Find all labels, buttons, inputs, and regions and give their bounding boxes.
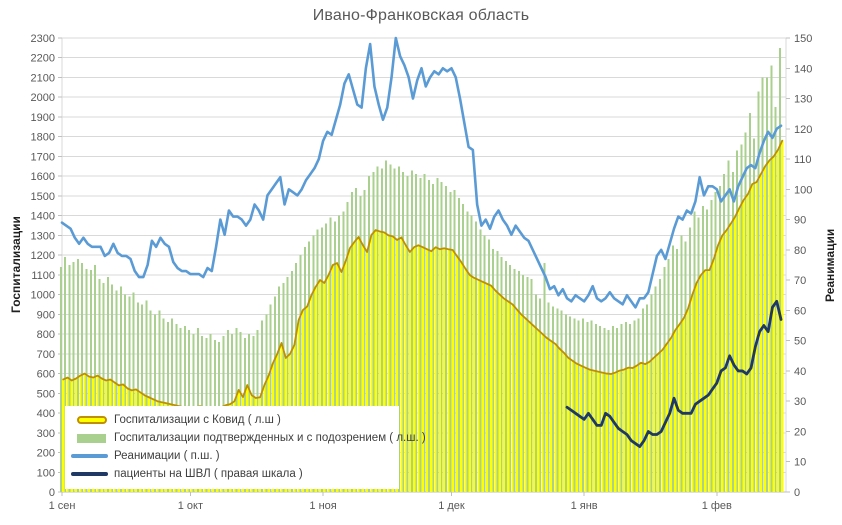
- svg-text:20: 20: [794, 426, 806, 438]
- svg-text:800: 800: [37, 329, 55, 341]
- blue-line-swatch-icon: [71, 454, 111, 458]
- svg-text:80: 80: [794, 245, 806, 257]
- legend-label: Госпитализации с Ковид ( л.ш ): [114, 414, 281, 426]
- svg-text:140: 140: [794, 63, 812, 75]
- legend-label: пациенты на ШВЛ ( правая шкала ): [114, 468, 303, 480]
- svg-text:2100: 2100: [31, 72, 55, 84]
- svg-text:0: 0: [49, 487, 55, 499]
- svg-text:1800: 1800: [31, 132, 55, 144]
- svg-text:50: 50: [794, 336, 806, 348]
- yellow-bar-swatch-icon: [71, 416, 111, 424]
- svg-text:130: 130: [794, 94, 812, 106]
- svg-text:1600: 1600: [31, 171, 55, 183]
- svg-text:2000: 2000: [31, 92, 55, 104]
- chart-title: Ивано-Франковская область: [312, 7, 530, 24]
- svg-text:300: 300: [37, 428, 55, 440]
- svg-text:1 окт: 1 окт: [178, 500, 203, 512]
- svg-text:500: 500: [37, 388, 55, 400]
- svg-text:1100: 1100: [31, 270, 55, 282]
- svg-text:1 фев: 1 фев: [702, 500, 732, 512]
- legend: Госпитализации с Ковид ( л.ш ) Госпитали…: [65, 406, 426, 489]
- svg-text:1500: 1500: [31, 191, 55, 203]
- svg-text:60: 60: [794, 305, 806, 317]
- svg-text:200: 200: [37, 448, 55, 460]
- legend-label: Госпитализации подтвержденных и с подозр…: [114, 432, 426, 444]
- svg-text:1300: 1300: [31, 230, 55, 242]
- svg-text:120: 120: [794, 124, 812, 136]
- svg-text:110: 110: [794, 154, 812, 166]
- svg-text:100: 100: [37, 467, 55, 479]
- legend-item-covid-hospitalizations: Госпитализации с Ковид ( л.ш ): [71, 411, 393, 429]
- svg-text:2200: 2200: [31, 53, 55, 65]
- svg-text:1 дек: 1 дек: [438, 500, 465, 512]
- svg-text:70: 70: [794, 275, 806, 287]
- svg-text:1000: 1000: [31, 290, 55, 302]
- svg-text:1900: 1900: [31, 112, 55, 124]
- svg-text:1400: 1400: [31, 211, 55, 223]
- svg-text:400: 400: [37, 408, 55, 420]
- svg-text:150: 150: [794, 33, 812, 45]
- green-bar-swatch-icon: [71, 433, 111, 443]
- svg-text:0: 0: [794, 487, 800, 499]
- svg-text:1 сен: 1 сен: [49, 500, 76, 512]
- legend-item-reanimation: Реанимации ( п.ш. ): [71, 447, 393, 465]
- legend-item-ventilator-patients: пациенты на ШВЛ ( правая шкала ): [71, 465, 393, 483]
- legend-label: Реанимации ( п.ш. ): [114, 450, 220, 462]
- svg-text:1700: 1700: [31, 151, 55, 163]
- svg-text:700: 700: [37, 349, 55, 361]
- svg-text:90: 90: [794, 215, 806, 227]
- legend-item-total-hospitalizations: Госпитализации подтвержденных и с подозр…: [71, 429, 426, 447]
- svg-text:10: 10: [794, 457, 806, 469]
- svg-text:40: 40: [794, 366, 806, 378]
- svg-text:100: 100: [794, 184, 812, 196]
- svg-text:2300: 2300: [31, 33, 55, 45]
- svg-text:900: 900: [37, 309, 55, 321]
- navy-line-swatch-icon: [71, 472, 111, 476]
- svg-text:1 янв: 1 янв: [571, 500, 598, 512]
- svg-text:30: 30: [794, 396, 806, 408]
- svg-text:1200: 1200: [31, 250, 55, 262]
- svg-text:600: 600: [37, 369, 55, 381]
- svg-text:1 ноя: 1 ноя: [309, 500, 336, 512]
